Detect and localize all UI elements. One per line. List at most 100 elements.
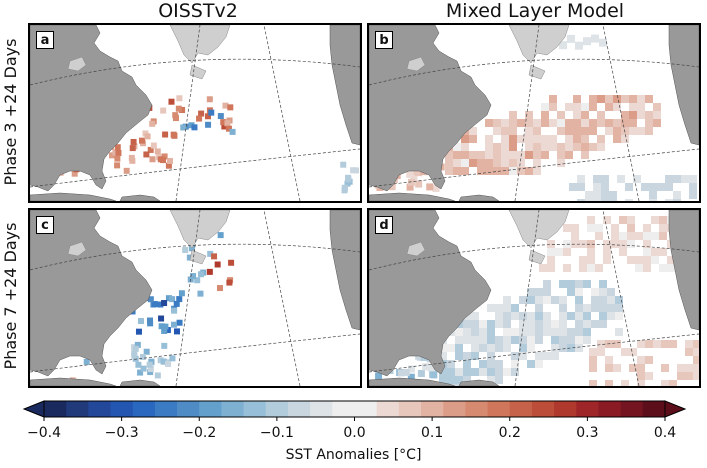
anomaly-cell (222, 102, 229, 109)
anomaly-cell (571, 232, 579, 240)
land-mass (329, 25, 360, 146)
anomaly-cell (407, 373, 415, 381)
anomaly-cell (557, 119, 565, 127)
anomaly-cell (479, 328, 487, 336)
anomaly-cell (535, 336, 543, 344)
anomaly-cell (485, 151, 493, 159)
anomaly-cell (621, 135, 629, 143)
anomaly-cell (501, 135, 509, 143)
anomaly-cell (599, 304, 607, 312)
anomaly-cell (595, 224, 603, 232)
anomaly-cell (567, 328, 575, 336)
anomaly-cell (581, 119, 589, 127)
anomaly-cell (587, 256, 595, 264)
colorbar-segment (576, 401, 599, 417)
anomaly-cell (109, 152, 116, 159)
anomaly-cells (373, 34, 697, 201)
anomaly-cell (463, 336, 471, 344)
graticule-line (369, 243, 699, 271)
anomaly-cell (549, 95, 557, 103)
anomaly-cell (541, 119, 549, 127)
anomaly-cell (479, 320, 487, 328)
anomaly-cell (186, 254, 193, 261)
anomaly-cell (633, 175, 641, 183)
anomaly-cell (601, 199, 609, 201)
colorbar-segment (509, 401, 533, 417)
anomaly-cell (563, 224, 571, 232)
anomaly-cell (149, 156, 156, 163)
anomaly-cell (455, 344, 463, 352)
anomaly-cell (511, 336, 519, 344)
anomaly-cell (607, 296, 615, 304)
colorbar-segment (199, 401, 222, 417)
anomaly-cell (439, 344, 447, 352)
anomaly-cell (160, 358, 167, 365)
anomaly-cell (461, 135, 469, 143)
anomaly-cell (573, 95, 581, 103)
anomaly-cell (597, 143, 605, 151)
anomaly-cell (495, 344, 503, 352)
anomaly-cell (180, 124, 187, 131)
anomaly-cell (138, 137, 145, 144)
anomaly-cell (471, 320, 479, 328)
anomaly-cell (551, 296, 559, 304)
anomaly-cell (158, 323, 165, 330)
anomaly-cell (170, 131, 177, 138)
anomaly-cell (197, 271, 204, 278)
anomaly-cell (477, 159, 485, 167)
anomaly-cell (637, 340, 645, 348)
anomaly-cell (559, 328, 567, 336)
anomaly-cell (581, 143, 589, 151)
anomaly-cell (485, 135, 493, 143)
anomaly-cell (170, 321, 177, 328)
anomaly-cell (563, 248, 571, 256)
anomaly-cell (559, 304, 567, 312)
anomaly-cell (693, 364, 699, 372)
anomaly-cell (495, 336, 503, 344)
anomaly-cell (547, 240, 555, 248)
anomaly-cell (585, 199, 593, 201)
anomaly-cell (154, 372, 161, 379)
anomaly-cell (455, 368, 463, 376)
anomaly-cell (204, 113, 211, 120)
anomaly-cell (533, 159, 541, 167)
anomaly-cell (549, 143, 557, 151)
anomaly-cell (643, 240, 651, 248)
anomaly-cell (501, 151, 509, 159)
anomaly-cell (605, 127, 613, 135)
anomaly-cell (439, 376, 447, 384)
anomaly-cell (169, 355, 176, 362)
anomaly-cell (587, 264, 595, 272)
anomaly-cell (461, 167, 469, 175)
anomaly-cell (406, 183, 414, 191)
anomaly-cell (613, 364, 621, 372)
anomaly-cell (627, 216, 635, 224)
anomaly-cell (589, 95, 597, 103)
land-mass-island (528, 64, 546, 80)
anomaly-cell (190, 273, 197, 280)
anomaly-cell (517, 119, 525, 127)
anomaly-cell (147, 369, 154, 376)
land-mass-island (189, 64, 207, 80)
anomaly-cell (575, 312, 583, 320)
anomaly-cell (567, 280, 575, 288)
anomaly-cell (463, 360, 471, 368)
anomaly-cell (651, 232, 659, 240)
anomaly-cell (123, 167, 130, 174)
anomaly-cell (575, 288, 583, 296)
anomaly-cell (657, 183, 665, 191)
colorbar-segment (243, 401, 267, 417)
colorbar-segment (398, 401, 422, 417)
anomaly-cell (140, 365, 147, 372)
anomaly-cell (517, 159, 525, 167)
anomaly-cell (463, 368, 471, 376)
anomaly-cell (689, 183, 697, 191)
anomaly-cell (511, 360, 519, 368)
anomaly-cell (402, 368, 410, 376)
anomaly-cell (543, 352, 551, 360)
anomaly-cell (447, 376, 455, 384)
anomaly-cell (575, 280, 583, 288)
anomaly-cell (487, 352, 495, 360)
anomaly-cell (661, 340, 669, 348)
map-panel-b (369, 25, 699, 201)
